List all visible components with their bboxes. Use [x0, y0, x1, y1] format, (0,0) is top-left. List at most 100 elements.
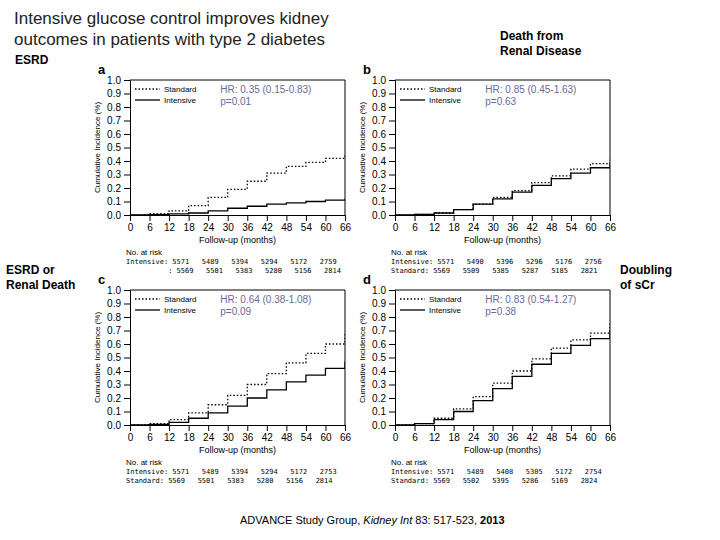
- x-tick-label: 30: [488, 222, 500, 233]
- y-tick: 0.6: [107, 339, 130, 350]
- x-tick-label: 0: [393, 222, 399, 233]
- y-tick-label: 0.3: [372, 379, 386, 390]
- x-tick-mark: [306, 425, 307, 431]
- y-tick: 0.5: [107, 142, 130, 153]
- x-tick-mark: [590, 215, 591, 221]
- y-tick-label: 0.6: [107, 129, 121, 140]
- plot-area: [130, 333, 345, 425]
- y-tick-mark: [124, 107, 130, 108]
- y-tick-mark: [389, 175, 395, 176]
- x-tick: 66: [605, 215, 617, 233]
- axis-line: [131, 216, 346, 222]
- y-tick-label: 0.8: [107, 102, 121, 113]
- y-tick: 0.2: [107, 393, 130, 404]
- x-tick: 66: [340, 215, 352, 233]
- x-tick-label: 6: [147, 432, 153, 443]
- x-tick: 48: [546, 215, 558, 233]
- x-tick-mark: [434, 215, 435, 221]
- x-tick-label: 36: [507, 222, 519, 233]
- y-tick-mark: [389, 412, 395, 413]
- x-tick-label: 54: [301, 222, 313, 233]
- x-tick: 60: [585, 425, 597, 443]
- y-tick-mark: [124, 134, 130, 135]
- x-tick: 30: [488, 215, 500, 233]
- legend-label: Standard: [164, 85, 196, 94]
- legend-swatch: [135, 99, 160, 100]
- x-tick-label: 6: [412, 432, 418, 443]
- legend-swatch: [135, 309, 160, 310]
- y-tick: 0.1: [372, 196, 395, 207]
- legend-label: Standard: [164, 295, 196, 304]
- x-tick: 42: [262, 215, 274, 233]
- x-tick-label: 18: [184, 432, 196, 443]
- y-tick-mark: [124, 121, 130, 122]
- outcome-label-line: Doubling: [620, 263, 672, 277]
- frame-line: [345, 290, 346, 425]
- legend-swatch: [400, 309, 425, 310]
- at-risk-row: Intensive: 5571 5490 5396 5296 5176 2756: [391, 258, 602, 266]
- frame-line: [130, 80, 345, 81]
- x-tick-label: 30: [223, 432, 235, 443]
- x-tick-mark: [512, 425, 513, 431]
- x-tick: 0: [128, 215, 134, 233]
- x-tick-mark: [247, 425, 248, 431]
- x-tick-mark: [493, 215, 494, 221]
- y-axis: 0.00.10.20.30.40.50.60.70.80.91.0: [107, 75, 130, 221]
- x-tick: 18: [184, 425, 196, 443]
- y-tick-mark: [124, 425, 130, 426]
- x-tick: 54: [301, 215, 313, 233]
- x-tick-label: 12: [164, 432, 176, 443]
- x-tick-label: 24: [203, 222, 215, 233]
- y-tick: 1.0: [107, 75, 130, 86]
- x-tick: 24: [468, 215, 480, 233]
- legend-swatch: [400, 88, 425, 89]
- x-tick-mark: [571, 425, 572, 431]
- x-tick-mark: [325, 215, 326, 221]
- citation-part: Kidney Int: [363, 514, 413, 526]
- title: Intensive glucose control improves kidne…: [14, 9, 329, 28]
- legend: StandardIntensive: [400, 85, 462, 105]
- y-tick: 0.7: [107, 115, 130, 126]
- x-tick: 0: [128, 425, 134, 443]
- y-tick-mark: [124, 161, 130, 162]
- y-tick-mark: [124, 344, 130, 345]
- y-tick: 0.4: [107, 156, 130, 167]
- y-tick-mark: [389, 215, 395, 216]
- y-tick-mark: [389, 121, 395, 122]
- x-tick-mark: [610, 215, 611, 221]
- x-tick: 18: [449, 215, 461, 233]
- x-tick-label: 48: [281, 432, 293, 443]
- x-tick-mark: [415, 215, 416, 221]
- x-tick-label: 36: [242, 432, 254, 443]
- y-tick: 1.0: [372, 75, 395, 86]
- y-tick-mark: [389, 317, 395, 318]
- y-tick: 0.4: [372, 156, 395, 167]
- y-tick-label: 1.0: [372, 75, 386, 86]
- x-tick: 60: [320, 215, 332, 233]
- x-tick-mark: [454, 425, 455, 431]
- panel: 06121824303642485460660.00.10.20.30.40.5…: [358, 62, 616, 275]
- y-axis: 0.00.10.20.30.40.50.60.70.80.91.0: [107, 285, 130, 431]
- y-tick-mark: [124, 188, 130, 189]
- x-tick: 48: [546, 425, 558, 443]
- x-tick-label: 66: [605, 432, 617, 443]
- x-tick: 18: [184, 215, 196, 233]
- y-tick-label: 1.0: [107, 75, 121, 86]
- x-tick: 30: [223, 425, 235, 443]
- x-tick-mark: [306, 215, 307, 221]
- y-axis: 0.00.10.20.30.40.50.60.70.80.91.0: [372, 285, 395, 431]
- y-tick-label: 0.1: [107, 196, 121, 207]
- x-tick-mark: [493, 425, 494, 431]
- y-tick-mark: [389, 304, 395, 305]
- legend: StandardIntensive: [135, 85, 197, 105]
- y-tick-label: 1.0: [107, 285, 121, 296]
- y-tick: 0.3: [107, 379, 130, 390]
- series-line: [130, 362, 345, 425]
- series-line: [395, 160, 610, 215]
- y-tick-label: 0.8: [372, 102, 386, 113]
- y-tick: 1.0: [107, 285, 130, 296]
- x-tick-mark: [150, 425, 151, 431]
- y-tick-mark: [124, 215, 130, 216]
- x-tick: 42: [527, 215, 539, 233]
- outcome-label-line: ESRD: [15, 53, 49, 67]
